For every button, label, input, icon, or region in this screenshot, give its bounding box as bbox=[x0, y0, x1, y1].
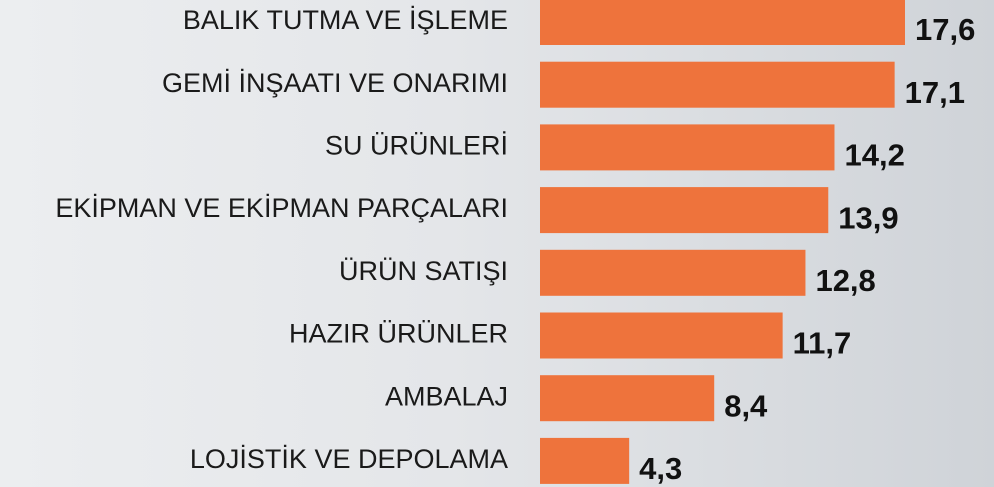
bar bbox=[540, 0, 905, 45]
value-label: 12,8 bbox=[815, 263, 875, 298]
value-label: 14,2 bbox=[844, 138, 904, 173]
category-label: GEMİ İNŞAATI VE ONARIMI bbox=[162, 67, 508, 98]
bar bbox=[540, 249, 806, 296]
bar bbox=[540, 124, 835, 171]
category-label: HAZIR ÜRÜNLER bbox=[289, 319, 508, 349]
category-label: EKİPMAN VE EKİPMAN PARÇALARI bbox=[55, 192, 508, 223]
bar bbox=[540, 187, 829, 234]
category-label: SU ÜRÜNLERİ bbox=[325, 130, 508, 161]
value-label: 17,1 bbox=[905, 75, 965, 110]
category-label: BALIK TUTMA VE İŞLEME bbox=[183, 4, 508, 35]
bar bbox=[540, 61, 895, 108]
category-label: LOJİSTİK VE DEPOLAMA bbox=[190, 443, 508, 474]
value-label: 11,7 bbox=[793, 326, 852, 361]
value-label: 8,4 bbox=[724, 388, 768, 423]
bar bbox=[540, 437, 630, 484]
bar bbox=[540, 312, 783, 359]
category-label: ÜRÜN SATIŞI bbox=[339, 256, 508, 286]
bar bbox=[540, 375, 715, 422]
value-label: 4,3 bbox=[639, 451, 682, 486]
value-label: 13,9 bbox=[838, 200, 898, 235]
value-label: 17,6 bbox=[915, 12, 975, 47]
category-label: AMBALAJ bbox=[385, 381, 508, 411]
